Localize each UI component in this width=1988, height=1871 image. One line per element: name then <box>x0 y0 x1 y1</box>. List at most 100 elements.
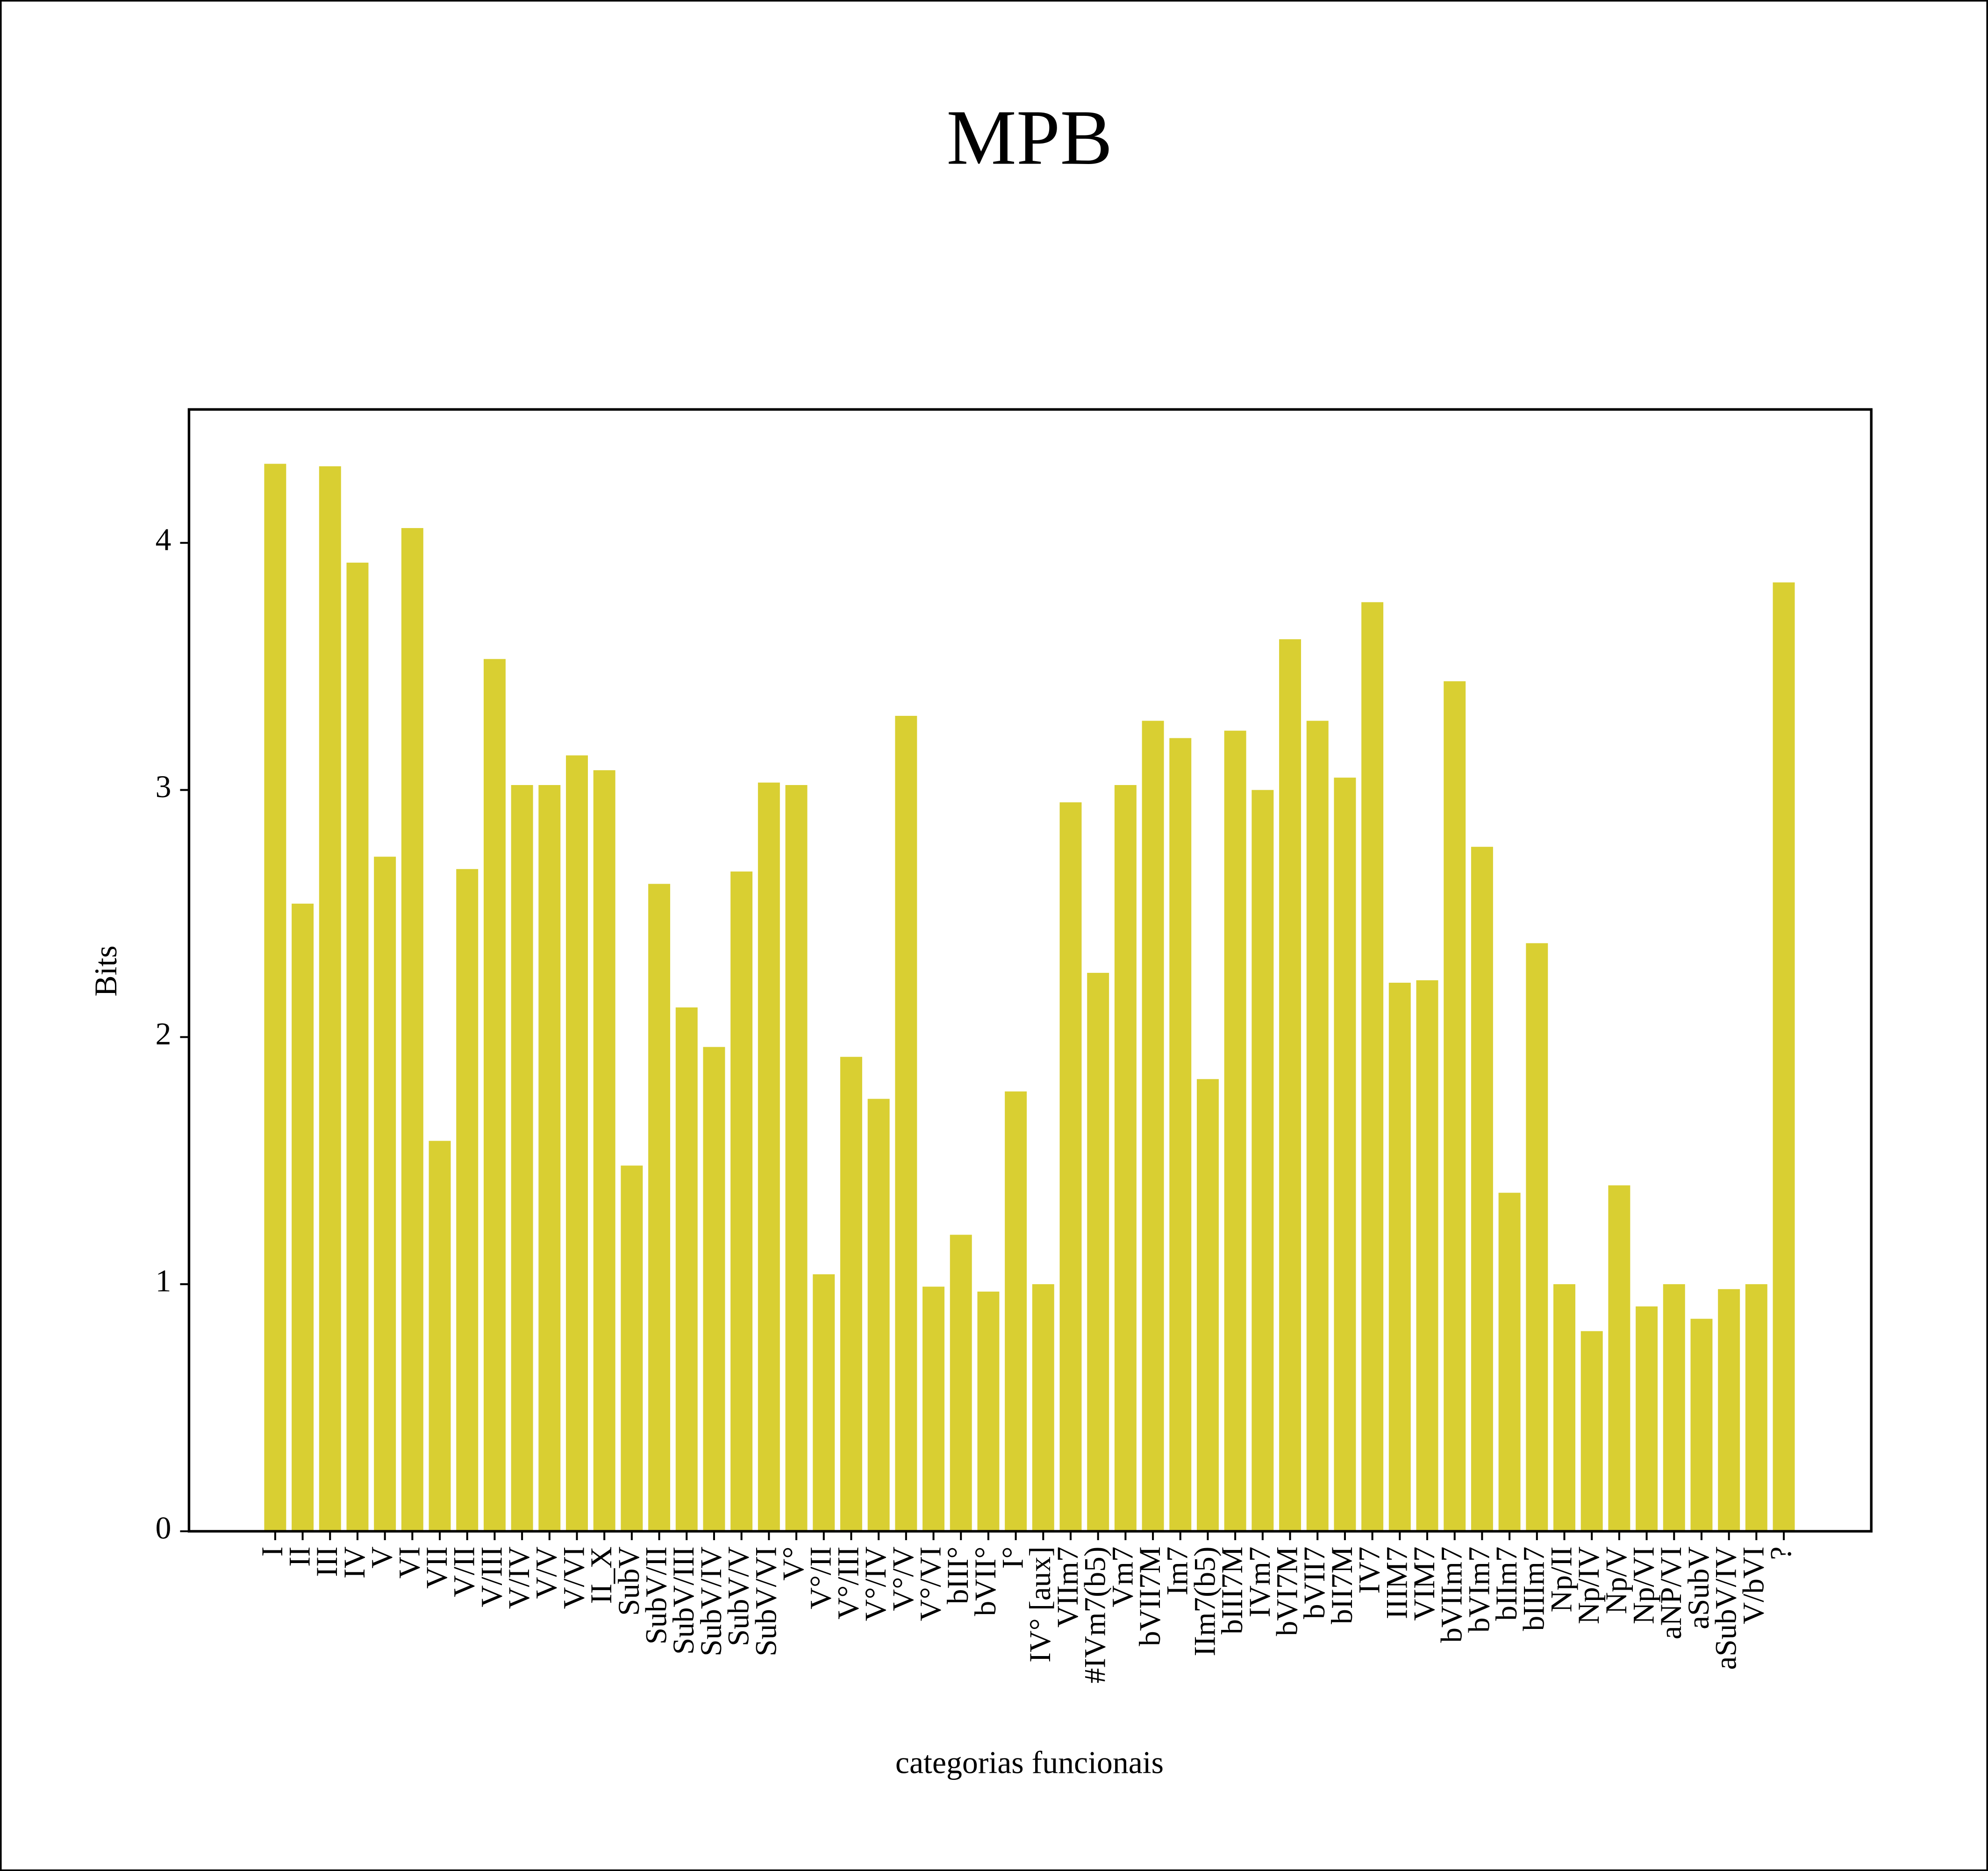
bar <box>1251 790 1274 1531</box>
bar <box>922 1286 945 1531</box>
x-tick-label: Np/IV <box>1572 1547 1606 1624</box>
x-tick-label: VIIm7 <box>1051 1547 1085 1628</box>
bar <box>1580 1331 1603 1531</box>
bar <box>429 1141 451 1531</box>
x-tick-label: bVIIm7 <box>1435 1547 1469 1643</box>
x-tick-label: III <box>310 1547 344 1577</box>
plot-frame <box>187 408 1873 1533</box>
bar <box>813 1274 835 1531</box>
x-tick-label: IV° [aux] <box>1023 1547 1057 1663</box>
bar <box>1005 1091 1027 1531</box>
x-tick-label: Im7 <box>1161 1547 1194 1596</box>
bar <box>1032 1284 1054 1531</box>
x-tick-label: bIII7M <box>1216 1547 1249 1635</box>
x-tick-label: ? <box>1764 1547 1798 1560</box>
bar <box>593 770 615 1531</box>
x-tick-label: V/bVI <box>1737 1547 1770 1624</box>
x-tick-label: V/III <box>475 1547 508 1607</box>
x-tick-label: Np/II <box>1545 1547 1578 1613</box>
x-tick-label: VIM7 <box>1408 1547 1441 1621</box>
x-tick-label: II <box>283 1547 317 1567</box>
x-tick-label: IIm7(b5) <box>1188 1547 1222 1657</box>
x-axis-label: categorias funcionais <box>895 1745 1164 1780</box>
bar <box>1636 1306 1658 1531</box>
bar <box>895 715 917 1531</box>
bar <box>1142 721 1164 1531</box>
bar <box>758 782 780 1531</box>
x-tick-label: bIII° <box>941 1547 975 1605</box>
x-tick-label: SubV/V <box>722 1547 756 1646</box>
bar <box>867 1099 890 1531</box>
x-tick-label: I <box>256 1547 289 1557</box>
x-tick-label: bIIm7 <box>1490 1547 1523 1621</box>
x-tick-label: V°/II <box>804 1547 838 1609</box>
x-tick-label: V/V <box>530 1547 564 1599</box>
x-tick-label: SubV/IV <box>694 1547 728 1657</box>
bar <box>1498 1193 1521 1531</box>
y-tick-label: 2 <box>156 1016 172 1051</box>
x-tick-label: I° <box>996 1547 1030 1569</box>
x-tick-label: V°/III <box>831 1547 865 1620</box>
bar <box>1773 582 1795 1531</box>
x-tick-label: bIIIm7 <box>1517 1547 1551 1631</box>
bar <box>785 785 808 1531</box>
bar <box>1169 738 1192 1531</box>
x-tick-label: bII7M <box>1325 1547 1359 1624</box>
bar <box>292 903 314 1531</box>
bar <box>730 871 753 1531</box>
x-tick-label: Np/VI <box>1627 1547 1661 1624</box>
bar <box>1224 730 1246 1531</box>
bar <box>1306 721 1329 1531</box>
x-tick-label: V°/V <box>887 1547 920 1611</box>
y-tick-label: 4 <box>156 522 172 557</box>
bar <box>1471 847 1493 1531</box>
bar <box>621 1165 643 1531</box>
x-tick-label: bVIm7 <box>1462 1547 1496 1633</box>
x-tick-label: bVI7M <box>1270 1547 1304 1636</box>
bar <box>648 884 671 1531</box>
bar <box>1388 983 1411 1531</box>
x-tick-label: bVII7M <box>1133 1547 1167 1646</box>
bar <box>483 659 506 1531</box>
bar <box>1416 980 1438 1531</box>
bar <box>840 1057 862 1531</box>
x-tick-label: V <box>365 1547 399 1569</box>
bar <box>1444 681 1466 1531</box>
bar <box>374 857 396 1531</box>
x-tick-label: Vm7 <box>1106 1547 1139 1607</box>
bar <box>566 755 588 1531</box>
bar <box>401 528 423 1531</box>
x-tick-label: IV <box>338 1547 372 1579</box>
x-tick-label: V/IV <box>502 1547 536 1609</box>
x-tick-label: VII <box>420 1547 454 1589</box>
bar <box>1745 1284 1767 1531</box>
bar <box>703 1047 725 1531</box>
chart-title: MPB <box>946 94 1112 181</box>
bar <box>264 464 286 1531</box>
bar <box>1087 972 1109 1531</box>
bar <box>511 785 533 1531</box>
bar <box>319 466 341 1531</box>
bar <box>346 563 369 1531</box>
bar <box>456 869 479 1531</box>
bar <box>950 1235 972 1531</box>
bar <box>1690 1319 1713 1531</box>
bar <box>1663 1284 1685 1531</box>
bar <box>1718 1289 1740 1531</box>
bar <box>1114 785 1137 1531</box>
x-tick-label: IIIM7 <box>1380 1547 1414 1619</box>
x-tick-label: V/VI <box>557 1547 591 1609</box>
x-tick-label: aSubV <box>1682 1547 1716 1629</box>
x-tick-label: V°/IV <box>859 1547 893 1621</box>
x-tick-label: aSubV/IV <box>1709 1547 1743 1670</box>
x-tick-label: II_X <box>585 1547 618 1604</box>
x-tick-label: Np/V <box>1600 1547 1633 1614</box>
x-tick-label: V°/VI <box>914 1547 947 1621</box>
x-tick-label: IVm7 <box>1243 1547 1277 1618</box>
x-tick-label: SubV <box>612 1547 646 1616</box>
bar <box>1279 639 1301 1531</box>
bar <box>1526 943 1548 1531</box>
y-tick-label: 1 <box>156 1264 172 1299</box>
bar <box>1196 1079 1219 1531</box>
